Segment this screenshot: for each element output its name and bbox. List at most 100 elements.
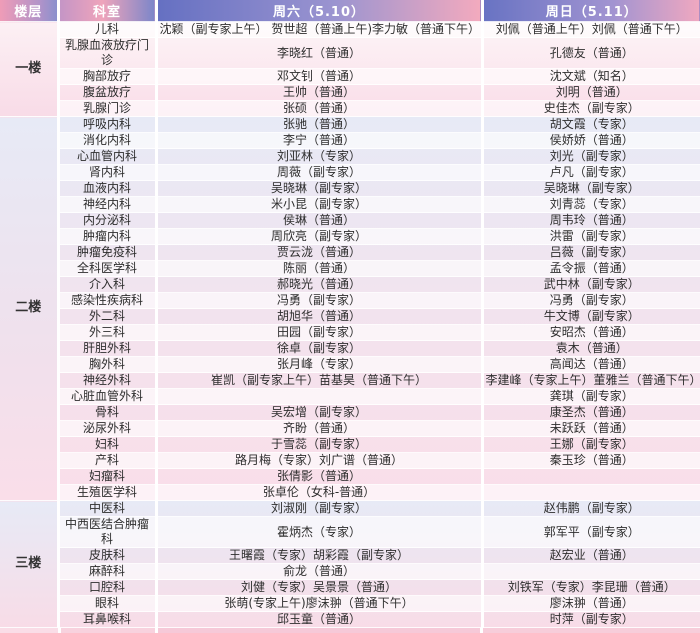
saturday-schedule-cell: 崔凯（副专家上午）苗基昊（普通下午） [156,372,484,389]
saturday-schedule-cell: 张萌(专家上午)廖沫翀（普通下午） [156,595,484,612]
department-cell: 乳腺门诊 [58,100,158,117]
sunday-schedule-cell: 康圣杰（普通） [482,404,700,421]
sunday-schedule-cell: 龚琪（副专家） [482,388,700,405]
sunday-schedule-cell: 袁木（普通） [482,340,700,357]
saturday-schedule-cell: 侯琳（普通） [156,212,484,229]
saturday-schedule-cell: 周欣亮（副专家） [156,228,484,245]
table-row: 外二科 胡旭华（普通） 牛文博（副专家） [0,308,700,325]
department-cell: 胸外科 [58,356,158,373]
saturday-schedule-cell: 于雪蕊（副专家） [156,436,484,453]
table-row: 产科 路月梅（专家）刘广谱（普通） 秦玉珍（普通） [0,452,700,469]
department-cell: 泌尿外科 [58,420,158,437]
department-cell: 腹盆放疗 [58,84,158,101]
table-row: 心脏血管外科 龚琪（副专家） [0,388,700,405]
department-cell: 血液内科 [58,180,158,197]
sunday-schedule-cell [482,484,700,501]
sunday-schedule-cell: 史佳杰（副专家） [482,100,700,117]
saturday-schedule-cell: 刘健（专家）吴景景（普通） [156,579,484,596]
table-row: 妇科 于雪蕊（副专家） 王娜（副专家） [0,436,700,453]
sunday-schedule-cell: 王娜（副专家） [482,436,700,453]
saturday-schedule-cell: 陈丽（普通） [156,260,484,277]
saturday-schedule-cell: 徐卓（副专家） [156,340,484,357]
department-cell: 生殖医学科 [58,484,158,501]
department-cell: 神经外科 [58,372,158,389]
department-cell: 妇科 [58,436,158,453]
sunday-schedule-cell: 冯勇（副专家） [482,292,700,309]
sunday-schedule-cell: 孟令振（普通） [482,260,700,277]
table-row: 胸外科 张月峰（专家） 高闻达（普通） [0,356,700,373]
table-row: 肿瘤免疫科 贾云泷（普通） 吕薇（副专家） [0,244,700,261]
saturday-schedule-cell: 王帅（普通） [156,84,484,101]
table-row: 腹盆放疗 王帅（普通） 刘明（普通） [0,84,700,101]
department-cell: 耳鼻喉科 [58,611,158,628]
saturday-schedule-cell: 张倩影（普通） [156,468,484,485]
saturday-schedule-cell: 王曙霞（专家）胡彩霞（副专家） [156,547,484,564]
floor-label: 二楼 [0,116,60,501]
saturday-schedule-cell: 邱玉童（普通） [156,611,484,628]
table-row: 一楼 儿科 沈颖（副专家上午） 贺世超（普通上午)李力敏（普通下午） 刘佩（普通上午）… [0,21,700,117]
sunday-schedule-cell: 郭军平（副专家） [482,516,700,548]
sunday-schedule-cell: 李建峰（专家上午）董雅兰（普通下午） [482,372,700,389]
department-cell: 眼科 [58,595,158,612]
table-row: 神经外科 崔凯（副专家上午）苗基昊（普通下午） 李建峰（专家上午）董雅兰（普通下午） [0,372,700,389]
saturday-schedule-cell: 刘亚林（专家） [156,148,484,165]
sunday-schedule-cell: 高闻达（普通） [482,356,700,373]
saturday-schedule-cell: 李晓红（普通） [156,37,484,69]
sunday-schedule-cell: 刘青蕊（专家） [482,196,700,213]
header-floor: 楼层 [0,0,60,22]
table-row: 心血管内科 刘亚林（专家） 刘光（副专家） [0,148,700,165]
saturday-schedule-cell: 张卓伦（女科-普通） [156,484,484,501]
department-cell: 心脏血管外科 [58,388,158,405]
department-cell: 外三科 [58,324,158,341]
department-cell: 肝胆外科 [58,340,158,357]
table-row: 消化内科 李宁（普通） 侯娇娇（普通） [0,132,700,149]
department-cell: 骨科 [58,404,158,421]
sunday-schedule-cell: 胡文霞（专家） [482,116,700,133]
sunday-schedule-cell: 赵伟鹏（副专家） [482,500,700,517]
department-cell: 儿科 [58,21,158,38]
department-cell: 口腔科 [58,579,158,596]
saturday-schedule-cell: 张硕（普通） [156,100,484,117]
saturday-schedule-cell: 张驰（普通） [156,116,484,133]
table-row: 肿瘤内科 周欣亮（副专家） 洪雷（副专家） [0,228,700,245]
table-row: 口腔科 刘健（专家）吴景景（普通） 刘铁军（专家）李昆珊（普通） [0,579,700,596]
department-cell: 中西医结合肿瘤科 [58,516,158,548]
department-cell: 肾内科 [58,164,158,181]
header-row: 楼层 科室 周六（5.10） 周日（5.11） [0,0,700,22]
table-row: 乳腺血液放疗门诊 李晓红（普通） 孔德友（普通） [0,37,700,69]
department-cell: 肿瘤免疫科 [58,244,158,261]
saturday-schedule-cell: 吴晓琳（副专家） [156,180,484,197]
saturday-schedule-cell: 郝晓光（普通） [156,276,484,293]
department-cell: 全科医学科 [58,260,158,277]
sunday-schedule-cell: 赵宏业（普通） [482,547,700,564]
sunday-schedule-cell: 吴晓琳（副专家） [482,180,700,197]
sunday-schedule-cell: 秦玉珍（普通） [482,452,700,469]
table-row: 外三科 田园（副专家） 安昭杰（普通） [0,324,700,341]
next-table-edge [0,628,700,633]
saturday-schedule-cell: 胡旭华（普通） [156,308,484,325]
department-cell: 麻醉科 [58,563,158,580]
department-cell: 肿瘤内科 [58,228,158,245]
department-cell: 皮肤科 [58,547,158,564]
table-row: 三楼 中医科 刘淑刚（副专家） 赵伟鹏（副专家） [0,500,700,628]
saturday-schedule-cell: 张月峰（专家） [156,356,484,373]
floor-section: 二楼 呼吸内科 张驰（普通） 胡文霞（专家） 消化内科 李宁（普通） 侯娇娇（普通） 心血管内… [0,116,700,501]
sunday-schedule-cell: 廖沫翀（普通） [482,595,700,612]
saturday-schedule-cell: 李宁（普通） [156,132,484,149]
department-cell: 乳腺血液放疗门诊 [58,37,158,69]
table-row: 乳腺门诊 张硕（普通） 史佳杰（副专家） [0,100,700,117]
department-cell: 产科 [58,452,158,469]
sunday-schedule-cell: 洪雷（副专家） [482,228,700,245]
department-cell: 消化内科 [58,132,158,149]
department-cell: 心血管内科 [58,148,158,165]
saturday-schedule-cell: 周薇（副专家） [156,164,484,181]
table-row: 耳鼻喉科 邱玉童（普通） 时萍（副专家） [0,611,700,628]
table-row: 神经内科 米小昆（副专家） 刘青蕊（专家） [0,196,700,213]
sunday-schedule-cell [482,563,700,580]
table-row: 全科医学科 陈丽（普通） 孟令振（普通） [0,260,700,277]
saturday-schedule-cell: 吴宏增（副专家） [156,404,484,421]
sunday-schedule-cell: 吕薇（副专家） [482,244,700,261]
department-cell: 感染性疾病科 [58,292,158,309]
table-row: 妇瘤科 张倩影（普通） [0,468,700,485]
table-row: 中西医结合肿瘤科 霍炳杰（专家） 郭军平（副专家） [0,516,700,548]
